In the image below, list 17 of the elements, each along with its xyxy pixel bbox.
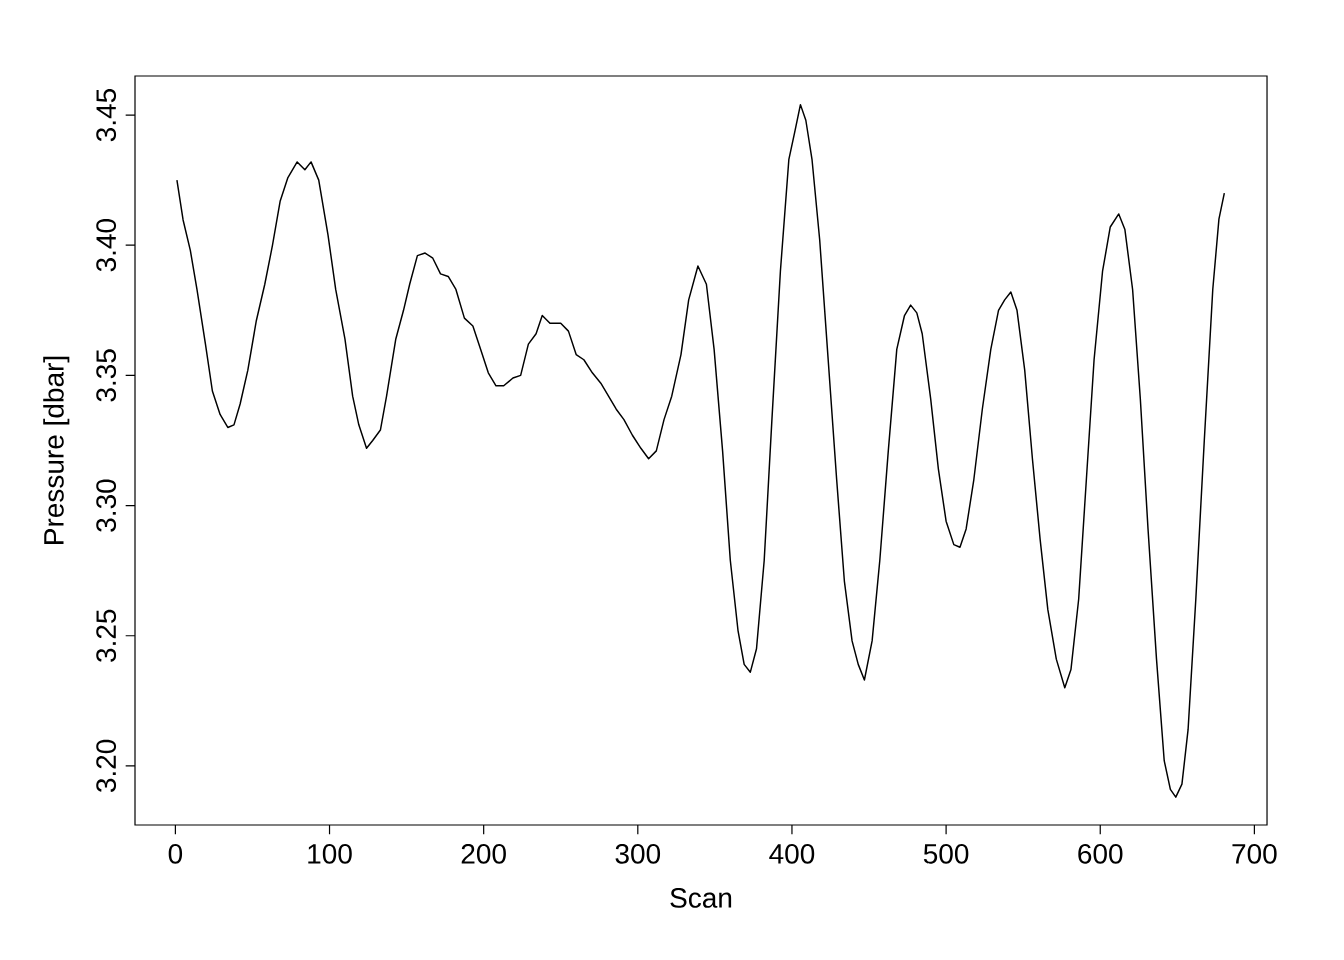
y-axis-title: Pressure [dbar]: [43, 356, 70, 544]
y-tick-label: 3.20: [96, 739, 117, 793]
x-tick-label: 700: [1232, 843, 1277, 864]
x-tick-label: 0: [168, 843, 183, 864]
x-tick-label: 200: [461, 843, 506, 864]
x-tick-label: 300: [615, 843, 661, 864]
x-tick-label: 500: [923, 843, 969, 864]
x-tick-label: 600: [1078, 843, 1123, 864]
y-tick-label: 3.30: [96, 479, 117, 532]
y-tick-label: 3.25: [96, 609, 117, 662]
x-axis-title: Scan: [670, 888, 732, 908]
y-tick-label: 3.35: [96, 349, 117, 402]
y-tick-label: 3.45: [96, 88, 117, 142]
y-tick-label: 3.40: [96, 219, 117, 272]
x-tick-label: 100: [308, 843, 352, 864]
x-tick-label: 400: [769, 843, 815, 864]
line-series: [176, 103, 1226, 798]
